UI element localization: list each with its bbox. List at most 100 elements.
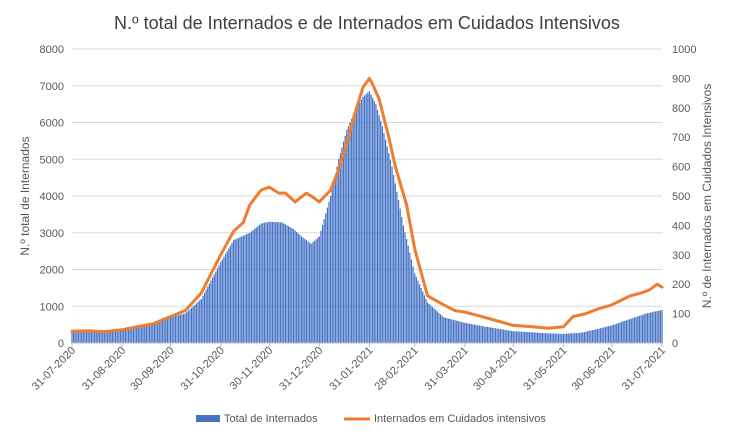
bar (619, 322, 621, 343)
bar (173, 316, 175, 343)
bar (250, 231, 253, 343)
bar (203, 292, 206, 343)
bar (376, 109, 379, 343)
bar (498, 328, 500, 343)
bar (491, 327, 493, 343)
bar (275, 222, 277, 343)
bar (627, 319, 629, 343)
bar (95, 329, 97, 343)
bar (499, 329, 501, 343)
bar (535, 332, 537, 343)
bar (378, 115, 380, 344)
bar (622, 321, 624, 343)
bar (653, 311, 655, 343)
y-right-ticks: 0 100 200 300 400 500 600 700 800 900 1000 (672, 44, 696, 350)
bar (89, 329, 91, 343)
bar (540, 332, 542, 343)
bar (462, 322, 464, 343)
bar (566, 333, 568, 343)
bar (305, 240, 307, 343)
bar (142, 325, 144, 343)
x-tick-label: 30-04-2021 (471, 345, 519, 393)
bar (433, 308, 435, 343)
bar (354, 111, 356, 343)
y-left-tick-label: 8000 (40, 44, 64, 56)
bar (527, 332, 529, 343)
bar (144, 325, 146, 343)
bar (578, 332, 581, 343)
bar (346, 129, 348, 343)
bar (85, 329, 88, 343)
bar (583, 331, 586, 343)
bar (304, 238, 306, 343)
bar (229, 245, 232, 343)
y-right-tick-label: 100 (672, 309, 690, 321)
bar (611, 325, 613, 343)
bar (287, 226, 290, 343)
bar (418, 284, 421, 343)
x-tick-label: 30-11-2020 (228, 345, 276, 393)
bar (559, 333, 561, 343)
bar (435, 309, 437, 343)
bar (436, 311, 438, 343)
bar (87, 329, 89, 343)
bar (147, 325, 149, 343)
bar (310, 243, 312, 343)
bar (640, 315, 642, 343)
bar (553, 333, 555, 343)
bar (166, 318, 168, 343)
bar (330, 196, 332, 343)
line-path (70, 76, 664, 334)
bar (299, 234, 301, 343)
bar (580, 332, 582, 343)
bar (152, 324, 154, 343)
y-right-tick-label: 0 (672, 338, 678, 350)
bar (533, 332, 535, 343)
bar (160, 321, 162, 343)
bar (150, 324, 152, 343)
x-tick-label: 31-07-2021 (620, 345, 668, 393)
bar (258, 224, 261, 343)
bar (512, 331, 514, 343)
bar (176, 315, 178, 343)
bar (338, 159, 340, 343)
bar (522, 331, 524, 343)
y-left-tick-label: 1000 (40, 301, 64, 313)
bar (165, 319, 167, 343)
bar (331, 188, 333, 343)
bar (73, 330, 75, 343)
bar (457, 321, 459, 343)
bar (383, 132, 385, 343)
bar (145, 325, 147, 343)
bar (572, 333, 574, 343)
bar (90, 329, 93, 343)
bar (596, 329, 598, 343)
bar (481, 326, 484, 343)
bar (630, 318, 632, 343)
bar (546, 333, 548, 343)
bar (520, 331, 522, 343)
bar (263, 222, 265, 343)
bar (244, 234, 246, 343)
bar (189, 309, 191, 343)
bar (344, 135, 346, 343)
bar (446, 318, 448, 343)
bar (123, 328, 125, 343)
bar (501, 329, 503, 343)
bar (79, 329, 81, 343)
bar (115, 329, 117, 343)
bar (71, 330, 73, 343)
bar (430, 305, 432, 343)
bar (178, 315, 180, 343)
x-tick-label: 31-10-2020 (179, 345, 227, 393)
y-right-tick-label: 300 (672, 250, 690, 262)
bar (84, 329, 86, 343)
bar (454, 320, 456, 343)
x-tick-label: 31-12-2020 (277, 345, 325, 393)
bar (139, 326, 141, 343)
bar (342, 141, 345, 343)
bar (77, 329, 80, 343)
bar (234, 239, 236, 343)
x-tick-label: 31-03-2021 (423, 345, 471, 393)
bar (187, 310, 189, 343)
